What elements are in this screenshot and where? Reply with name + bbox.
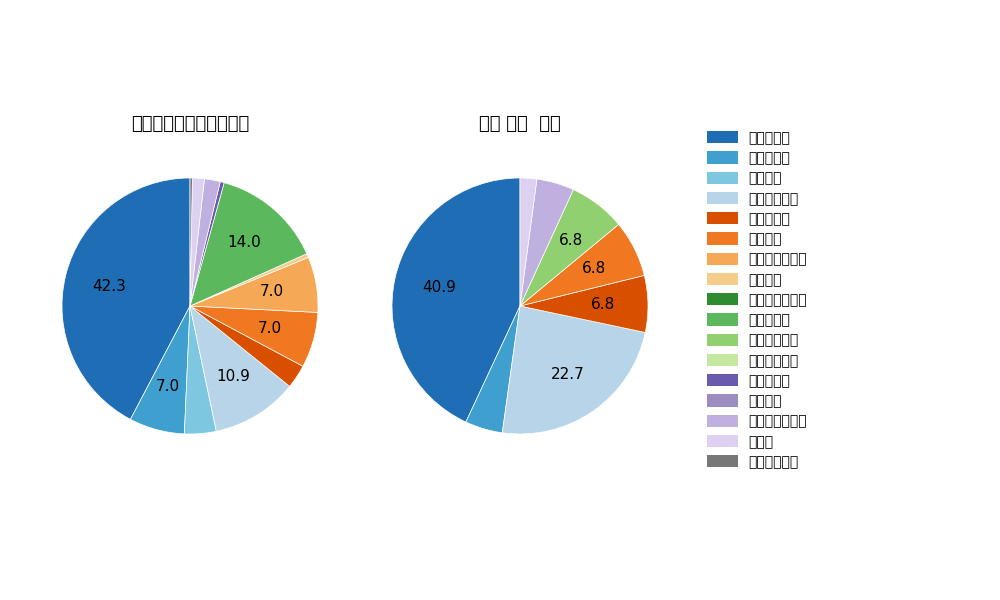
Wedge shape [190, 306, 303, 386]
Wedge shape [190, 306, 318, 366]
Wedge shape [190, 179, 220, 306]
Text: 7.0: 7.0 [258, 321, 282, 336]
Wedge shape [130, 306, 190, 434]
Wedge shape [502, 306, 645, 434]
Wedge shape [520, 224, 644, 306]
Wedge shape [520, 179, 573, 306]
Wedge shape [190, 178, 192, 306]
Wedge shape [520, 178, 537, 306]
Title: 古賀 優大  選手: 古賀 優大 選手 [479, 115, 561, 133]
Wedge shape [466, 306, 520, 433]
Text: 42.3: 42.3 [92, 278, 126, 293]
Wedge shape [520, 275, 648, 332]
Wedge shape [184, 306, 216, 434]
Wedge shape [190, 306, 290, 431]
Wedge shape [62, 178, 190, 419]
Wedge shape [190, 257, 318, 313]
Text: 14.0: 14.0 [227, 235, 261, 250]
Text: 6.8: 6.8 [582, 261, 606, 276]
Wedge shape [190, 182, 307, 306]
Text: 10.9: 10.9 [217, 370, 250, 385]
Text: 6.8: 6.8 [559, 233, 583, 248]
Wedge shape [190, 254, 308, 306]
Wedge shape [392, 178, 520, 422]
Legend: ストレート, ツーシーム, シュート, カットボール, スプリット, フォーク, チェンジアップ, シンカー, 高速スライダー, スライダー, 縦スライダー, : ストレート, ツーシーム, シュート, カットボール, スプリット, フォーク,… [707, 131, 807, 469]
Wedge shape [520, 190, 619, 306]
Text: 7.0: 7.0 [260, 284, 284, 299]
Wedge shape [190, 182, 224, 306]
Text: 22.7: 22.7 [551, 367, 585, 382]
Text: 6.8: 6.8 [591, 297, 615, 312]
Text: 7.0: 7.0 [156, 379, 180, 394]
Text: 40.9: 40.9 [422, 280, 456, 295]
Title: セ・リーグ全プレイヤー: セ・リーグ全プレイヤー [131, 115, 249, 133]
Wedge shape [190, 178, 204, 306]
